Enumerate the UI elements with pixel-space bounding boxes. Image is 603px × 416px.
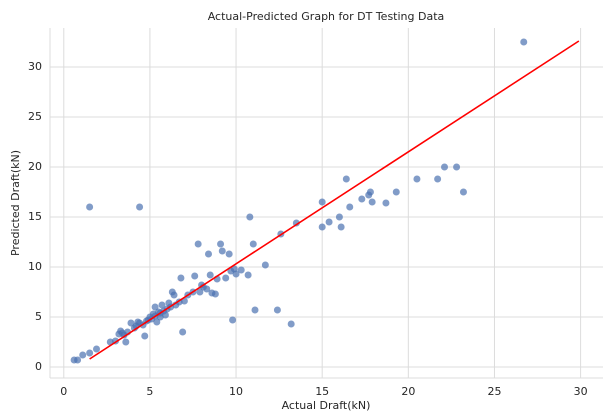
data-point (325, 218, 333, 226)
data-point (413, 175, 421, 183)
data-point (392, 188, 400, 196)
data-point (342, 175, 350, 183)
data-point (225, 250, 233, 258)
data-point (118, 329, 126, 337)
data-point (134, 318, 142, 326)
data-point (74, 356, 82, 364)
data-point (292, 219, 300, 227)
data-point (318, 223, 326, 231)
data-point (246, 213, 254, 221)
chart-title: Actual-Predicted Graph for DT Testing Da… (208, 10, 445, 23)
data-point (206, 271, 214, 279)
data-point (222, 274, 230, 282)
data-point (249, 240, 257, 248)
data-point (335, 213, 343, 221)
x-axis-label: Actual Draft(kN) (282, 399, 371, 412)
data-point (194, 240, 202, 248)
y-tick-label: 5 (35, 310, 42, 323)
data-point (261, 261, 269, 269)
y-tick-label: 20 (28, 160, 42, 173)
x-tick-label: 25 (487, 385, 501, 398)
x-tick-label: 15 (315, 385, 329, 398)
data-point (382, 199, 390, 207)
data-point (204, 250, 212, 258)
data-point (170, 291, 178, 299)
data-point (86, 203, 94, 211)
data-point (199, 283, 207, 291)
data-point (453, 163, 461, 171)
data-point (232, 270, 240, 278)
data-point (366, 188, 374, 196)
y-tick-label: 15 (28, 210, 42, 223)
x-tick-label: 5 (146, 385, 153, 398)
y-tick-label: 30 (28, 60, 42, 73)
data-point (217, 240, 225, 248)
data-point (368, 198, 376, 206)
data-point (196, 288, 204, 296)
data-point (346, 203, 354, 211)
y-tick-label: 25 (28, 110, 42, 123)
fit-line (89, 40, 580, 360)
data-point (122, 338, 130, 346)
x-tick-label: 0 (60, 385, 67, 398)
data-point (459, 188, 467, 196)
data-point (318, 198, 326, 206)
data-point (211, 290, 219, 298)
data-point (141, 332, 149, 340)
data-point (434, 175, 442, 183)
data-point (337, 223, 345, 231)
data-point (273, 306, 281, 314)
x-tick-label: 20 (401, 385, 415, 398)
data-point (177, 274, 185, 282)
data-point (86, 349, 94, 357)
data-point (229, 316, 237, 324)
data-point (191, 272, 199, 280)
data-point (79, 351, 87, 359)
data-point (244, 271, 252, 279)
data-point (136, 203, 144, 211)
data-point (520, 38, 528, 46)
x-tick-label: 30 (574, 385, 588, 398)
data-point (165, 299, 173, 307)
data-point (251, 306, 259, 314)
data-point (127, 319, 135, 327)
data-point (153, 318, 161, 326)
data-point (158, 301, 166, 309)
y-tick-label: 10 (28, 260, 42, 273)
data-point (358, 195, 366, 203)
y-tick-label: 0 (35, 360, 42, 373)
data-point (151, 303, 159, 311)
data-point (441, 163, 449, 171)
data-point (93, 345, 101, 353)
data-point (179, 328, 187, 336)
data-point (237, 266, 245, 274)
x-tick-label: 10 (229, 385, 243, 398)
y-axis-label: Predicted Draft(kN) (9, 150, 22, 256)
data-point (287, 320, 295, 328)
data-point (218, 247, 226, 255)
